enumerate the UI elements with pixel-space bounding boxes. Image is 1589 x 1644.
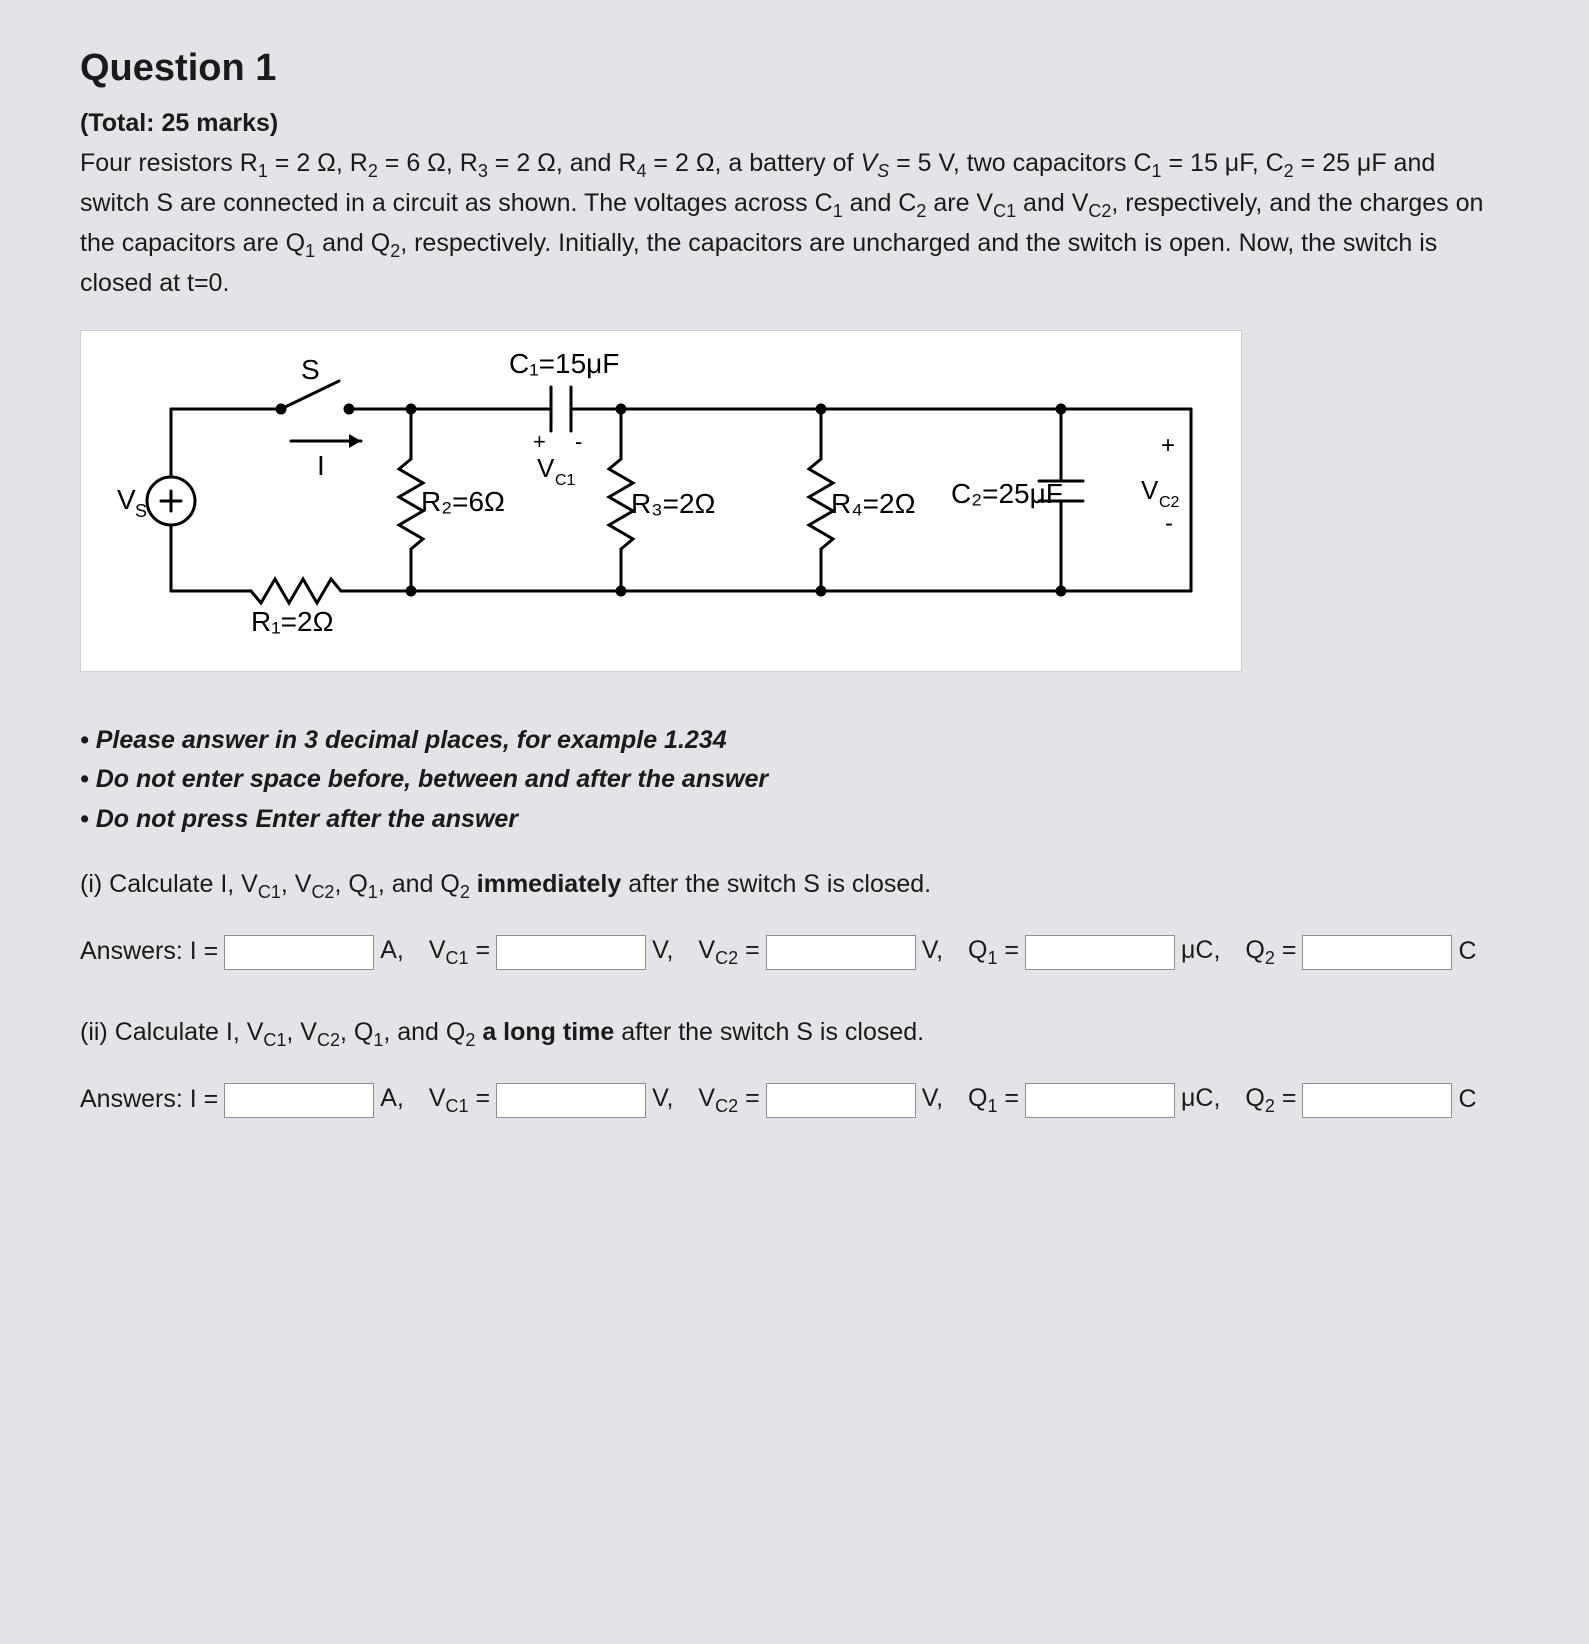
part-ii-question: (ii) Calculate I, VC1, VC2, Q1, and Q2 a… [80, 1014, 1509, 1054]
i-vc2-input[interactable] [766, 935, 916, 970]
question-prompt: Four resistors R1 = 2 Ω, R2 = 6 Ω, R3 = … [80, 145, 1509, 303]
svg-text:+: + [1161, 432, 1175, 459]
svg-text:S: S [301, 354, 320, 385]
svg-text:-: - [1165, 510, 1173, 537]
part-i-question: (i) Calculate I, VC1, VC2, Q1, and Q2 im… [80, 866, 1509, 906]
ii-current-input[interactable] [224, 1083, 374, 1118]
ii-vc2-input[interactable] [766, 1083, 916, 1118]
part-ii-answers: Answers: I = A, VC1 = V, VC2 = V, Q1 = μ… [80, 1080, 1509, 1130]
part-i-answers: Answers: I = A, VC1 = V, VC2 = V, Q1 = μ… [80, 932, 1509, 982]
svg-text:R₃=2Ω: R₃=2Ω [631, 488, 715, 519]
svg-text:S: S [135, 501, 147, 521]
svg-text:R₄=2Ω: R₄=2Ω [831, 488, 916, 519]
i-q1-input[interactable] [1025, 935, 1175, 970]
svg-text:R₁=2Ω: R₁=2Ω [251, 606, 334, 637]
answers-label: Answers: I = [80, 933, 218, 971]
i-q2-input[interactable] [1302, 935, 1452, 970]
total-marks: (Total: 25 marks) [80, 105, 1509, 143]
i-current-input[interactable] [224, 935, 374, 970]
svg-text:C1: C1 [555, 472, 576, 489]
i-vc1-input[interactable] [496, 935, 646, 970]
svg-text:C₂=25μF: C₂=25μF [951, 478, 1063, 509]
ii-q1-input[interactable] [1025, 1083, 1175, 1118]
svg-text:+: + [533, 429, 546, 454]
svg-text:-: - [575, 429, 582, 454]
svg-text:V: V [1141, 475, 1159, 505]
svg-text:I: I [317, 450, 325, 481]
instructions: • Please answer in 3 decimal places, for… [80, 722, 1509, 839]
ii-q2-input[interactable] [1302, 1083, 1452, 1118]
question-title: Question 1 [80, 40, 1509, 97]
circuit-diagram: V S S I R₂=6Ω C₁=15μF + - V C1 [80, 330, 1242, 672]
svg-text:V: V [117, 484, 136, 515]
answers-label: Answers: I = [80, 1081, 218, 1119]
svg-text:C2: C2 [1159, 494, 1180, 511]
svg-text:R₂=6Ω: R₂=6Ω [421, 486, 505, 517]
svg-text:C₁=15μF: C₁=15μF [509, 348, 619, 379]
svg-text:V: V [537, 453, 555, 483]
ii-vc1-input[interactable] [496, 1083, 646, 1118]
